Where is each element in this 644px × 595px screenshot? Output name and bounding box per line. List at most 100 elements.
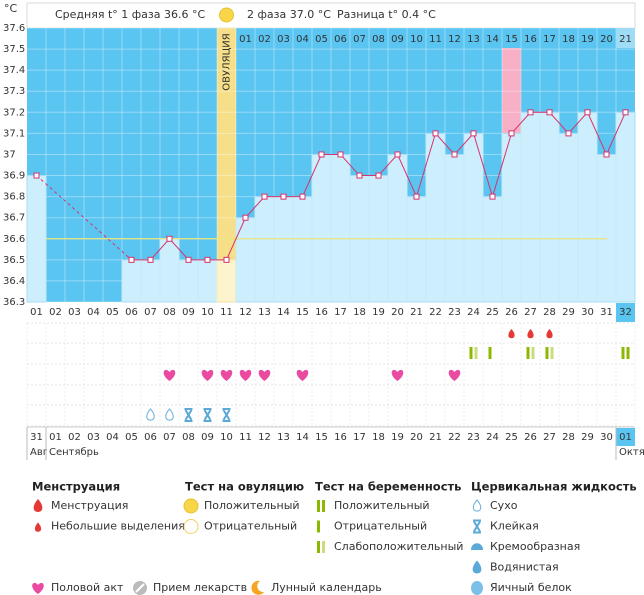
icon-eggwhite [471,581,483,595]
y-tick-label: 36.9 [3,171,25,182]
cycle-day: 28 [543,307,556,318]
date: 19 [391,432,404,443]
y-tick-label: 36.3 [3,297,25,308]
icon-part [163,369,176,381]
legend-item: Клейкая [490,520,539,533]
temperature-marker [565,130,572,137]
icon-preg-neg [317,520,320,533]
cycle-day: 21 [410,307,423,318]
icon-part [32,582,44,594]
post-ovulation-day: 11 [429,34,442,45]
date: 16 [334,432,347,443]
date: 01 [619,432,632,443]
temperature-bar [197,259,218,303]
date: 06 [144,432,157,443]
icon-sticky [473,519,481,534]
temperature-bar [406,196,427,303]
date: 04 [106,432,119,443]
icon-light [34,522,42,532]
temperature-bar [311,153,332,303]
legend-item: Лунный календарь [271,581,382,594]
ovulation-column [217,28,236,302]
cycle-day: 27 [524,307,537,318]
icon-part [545,347,549,359]
icon-heart [391,369,404,381]
date: 22 [448,432,461,443]
date: 05 [125,432,138,443]
icon-part [165,408,174,421]
date: 11 [239,432,252,443]
cycle-day: 04 [87,307,100,318]
date: 31 [30,432,43,443]
temperature-marker [413,193,420,200]
cycle-day: 14 [277,307,290,318]
date: 27 [543,432,556,443]
date: 20 [410,432,423,443]
icon-heavy [33,499,43,512]
icon-watery [472,560,482,574]
icon-heart [296,369,309,381]
temperature-bar [482,196,503,303]
icon-ovu-neg [183,519,199,534]
icon-part [621,347,625,359]
legend-title: Менструация [32,480,120,494]
temperature-bar [501,132,522,303]
icon-sticky [222,408,231,422]
date: 21 [429,432,442,443]
today-cell [616,303,635,322]
cycle-day: 17 [334,307,347,318]
month-label: Сентябрь [49,447,99,458]
icon-dry [165,408,174,421]
date: 07 [163,432,176,443]
temperature-marker [527,109,534,116]
temperature-marker [432,130,439,137]
date: 15 [315,432,328,443]
cycle-day: 07 [144,307,157,318]
y-tick-label: 36.8 [3,192,25,203]
temperature-bar [615,111,636,303]
date: 23 [467,432,480,443]
icon-light [546,329,553,339]
temperature-marker [603,151,610,158]
cycle-day: 24 [467,307,480,318]
month-backdrop [617,446,644,459]
icon-part [183,498,199,514]
icon-preg-pos [621,347,630,359]
phase2-average: 2 фаза 37.0 °C [247,8,331,21]
icon-part [135,583,145,593]
icon-part [471,581,483,595]
date: 03 [87,432,100,443]
cycle-day: 15 [296,307,309,318]
legend-title: Тест на овуляцию [185,480,304,494]
post-ovulation-day: 18 [562,34,575,45]
icon-part [183,519,199,534]
cycle-day: 12 [239,307,252,318]
temperature-marker [584,109,591,116]
icon-part [322,500,325,512]
icon-part [201,369,214,381]
legend-item: Отрицательный [204,520,297,533]
icon-preg-weak [317,541,325,553]
temperature-marker [622,109,629,116]
temperature-bar [577,111,598,303]
temperature-bar [121,259,142,303]
icon-part [527,329,534,339]
post-ovulation-day: 17 [543,34,556,45]
cycle-day: 20 [391,307,404,318]
temperature-bar [463,132,484,303]
icon-preg-pos [317,500,325,512]
legend-item: Половой акт [51,581,124,594]
y-tick-label: 37 [3,149,16,160]
icon-part [34,522,42,532]
post-ovulation-day: 03 [277,34,290,45]
y-tick-label: 37.5 [3,44,25,55]
icon-creamy [471,543,483,550]
temperature-bar [330,153,351,303]
icon-part [322,541,325,553]
post-ovulation-day: 08 [372,34,385,45]
icon-ovu-pos [183,498,199,514]
temperature-marker [508,130,515,137]
icon-part [471,543,483,550]
month-backdrop [47,446,107,459]
